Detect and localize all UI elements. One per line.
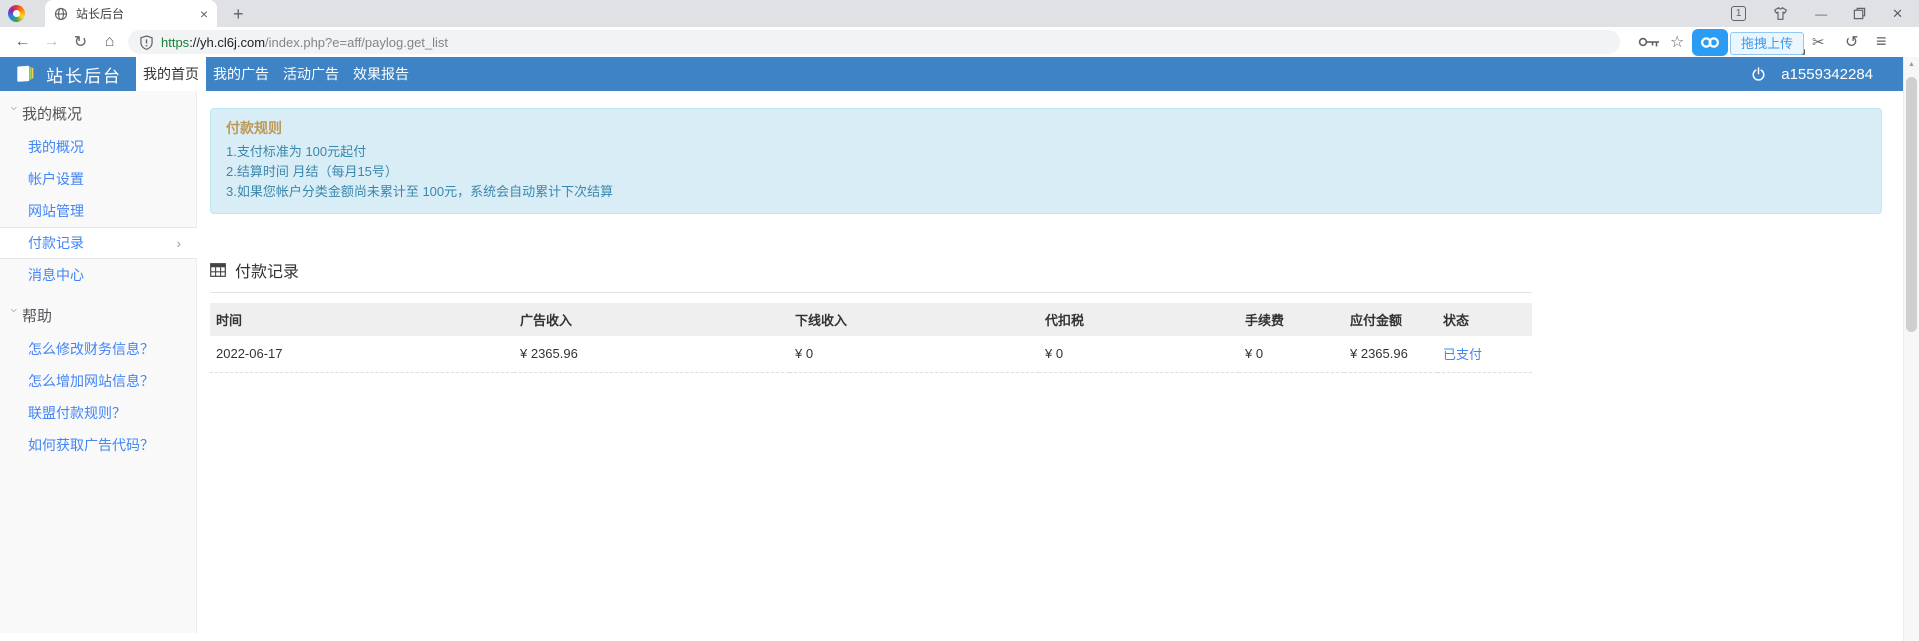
scrollbar-thumb[interactable] — [1906, 77, 1917, 332]
sidebar-item-help-finance[interactable]: 怎么修改财务信息？ — [28, 341, 154, 357]
notice-line: 3.如果您帐户分类金额尚未累计至 100元，系统会自动累计下次结算 — [226, 184, 614, 199]
nav-tab-home[interactable]: 我的首页 — [136, 57, 206, 91]
column-header-time: 时间 — [216, 313, 243, 328]
payment-records-section-header: 付款记录 — [210, 258, 1919, 282]
nav-tab-my-ads[interactable]: 我的广告 — [213, 66, 269, 82]
payment-records-table: 时间 广告收入 下线收入 代扣税 手续费 应付金额 状态 2022-06-17 … — [210, 303, 1532, 373]
browser-toolbar: ← → ↻ ⌂ https://yh.cl6j.com/index.php?e=… — [0, 27, 1919, 57]
cell-tax: ¥ 0 — [1039, 336, 1239, 373]
drag-upload-tooltip: 拖拽上传 — [1730, 32, 1805, 55]
window-controls: 1 — ✕ — [1731, 6, 1919, 21]
sidebar-section-title: 帮助 — [22, 307, 53, 325]
new-tab-button[interactable]: + — [233, 3, 244, 24]
column-header-payable: 应付金额 — [1350, 313, 1403, 328]
sidebar-item-account-settings[interactable]: 帐户设置 — [28, 171, 84, 187]
cloud-icon — [1700, 37, 1720, 48]
home-button[interactable]: ⌂ — [104, 33, 115, 50]
section-divider — [210, 292, 1532, 293]
column-header-fee: 手续费 — [1245, 313, 1285, 328]
tab-close-icon[interactable]: × — [199, 5, 208, 22]
netdisk-cloud-button[interactable] — [1692, 29, 1728, 56]
column-header-downline-income: 下线收入 — [795, 313, 848, 328]
chevron-down-icon: › — [7, 308, 23, 313]
notice-title: 付款规则 — [226, 120, 282, 136]
undo-icon[interactable]: ↺ — [1845, 34, 1859, 51]
cell-payable: ¥ 2365.96 — [1344, 336, 1437, 373]
sidebar-item-help-add-site[interactable]: 怎么增加网站信息？ — [28, 373, 154, 389]
status-paid-link[interactable]: 已支付 — [1443, 347, 1483, 363]
table-row: 2022-06-17 ¥ 2365.96 ¥ 0 ¥ 0 ¥ 0 ¥ 2365.… — [210, 336, 1532, 373]
close-window-button[interactable]: ✕ — [1892, 6, 1903, 21]
cell-ad-income: ¥ 2365.96 — [514, 336, 789, 373]
reload-button[interactable]: ↻ — [73, 34, 88, 51]
url-text: https://yh.cl6j.com/index.php?e=aff/payl… — [161, 35, 448, 50]
cell-downline-income: ¥ 0 — [789, 336, 1039, 373]
app-title: 站长后台 — [46, 66, 122, 86]
username: a1559342284 — [1781, 65, 1873, 83]
column-header-ad-income: 广告收入 — [520, 313, 573, 328]
password-key-icon[interactable] — [1638, 36, 1660, 48]
sidebar-item-message-center[interactable]: 消息中心 — [28, 267, 84, 283]
sidebar-section-title: 我的概况 — [22, 105, 83, 123]
chevron-down-icon: › — [7, 106, 23, 111]
minimize-button[interactable]: — — [1815, 6, 1828, 21]
main-nav: 我的首页 我的广告 活动广告 效果报告 — [136, 57, 416, 91]
sidebar-item-payment-records[interactable]: 付款记录 › — [0, 227, 197, 259]
sidebar-item-help-ad-code[interactable]: 如何获取广告代码？ — [28, 437, 154, 453]
app-book-logo-icon — [17, 65, 34, 82]
sidebar-item-label: 付款记录 — [28, 235, 84, 251]
browser-logo-icon[interactable] — [8, 5, 25, 22]
back-button[interactable]: ← — [14, 33, 31, 50]
cell-date: 2022-06-17 — [210, 336, 514, 373]
notice-line: 2.结算时间 月结（每月15号） — [226, 164, 398, 179]
scrollbar-up-arrow[interactable]: ▲ — [1908, 61, 1915, 68]
theme-shirt-icon[interactable] — [1772, 6, 1789, 21]
url-path: /index.php?e=aff/paylog.get_list — [265, 34, 449, 50]
user-area: a1559342284 — [1751, 66, 1873, 83]
cell-fee: ¥ 0 — [1239, 336, 1344, 373]
logout-power-icon[interactable] — [1751, 66, 1766, 82]
browser-tab[interactable]: 站长后台 × — [45, 0, 217, 27]
bookmark-star-icon[interactable]: ☆ — [1670, 34, 1685, 51]
main-panel: 付款规则 1.支付标准为 100元起付 2.结算时间 月结（每月15号） 3.如… — [197, 91, 1919, 633]
globe-icon — [54, 7, 68, 20]
table-grid-icon — [210, 263, 226, 277]
download-count-badge[interactable]: 1 — [1731, 6, 1747, 21]
url-host: ://yh.cl6j.com — [189, 34, 266, 50]
chevron-right-icon: › — [176, 235, 181, 251]
page-scrollbar[interactable]: ▲ — [1903, 57, 1919, 641]
sidebar-section-overview[interactable]: › 我的概况 — [0, 95, 196, 131]
column-header-status: 状态 — [1443, 313, 1470, 328]
browser-tab-bar: 站长后台 × + 1 — ✕ — [0, 0, 1919, 27]
screenshot-scissors-icon[interactable]: ✂ — [1812, 34, 1825, 51]
address-bar[interactable]: https://yh.cl6j.com/index.php?e=aff/payl… — [128, 30, 1620, 54]
nav-tab-campaign-ads[interactable]: 活动广告 — [283, 66, 339, 82]
forward-button[interactable]: → — [43, 33, 60, 50]
column-header-withholding-tax: 代扣税 — [1045, 313, 1085, 328]
payment-rules-notice: 付款规则 1.支付标准为 100元起付 2.结算时间 月结（每月15号） 3.如… — [210, 108, 1882, 214]
restore-window-button[interactable] — [1853, 7, 1866, 20]
menu-hamburger-icon[interactable]: ≡ — [1876, 31, 1887, 51]
site-shield-icon[interactable] — [140, 34, 153, 50]
tab-title: 站长后台 — [76, 7, 125, 21]
nav-tab-reports[interactable]: 效果报告 — [353, 66, 409, 82]
sidebar-item-my-overview[interactable]: 我的概况 — [28, 139, 84, 155]
notice-line: 1.支付标准为 100元起付 — [226, 144, 367, 159]
url-scheme: https — [161, 34, 190, 50]
table-header-row: 时间 广告收入 下线收入 代扣税 手续费 应付金额 状态 — [210, 303, 1532, 336]
sidebar-item-help-payment-rules[interactable]: 联盟付款规则？ — [28, 405, 126, 421]
section-title: 付款记录 — [235, 264, 300, 281]
sidebar-section-help[interactable]: › 帮助 — [0, 297, 196, 333]
sidebar-item-site-management[interactable]: 网站管理 — [28, 203, 84, 219]
app-header: 站长后台 我的首页 我的广告 活动广告 效果报告 a1559342284 — [0, 57, 1919, 91]
sidebar: › 我的概况 我的概况 帐户设置 网站管理 付款记录 › 消息中心 › 帮助 怎… — [0, 91, 197, 633]
page-content: › 我的概况 我的概况 帐户设置 网站管理 付款记录 › 消息中心 › 帮助 怎… — [0, 91, 1919, 633]
